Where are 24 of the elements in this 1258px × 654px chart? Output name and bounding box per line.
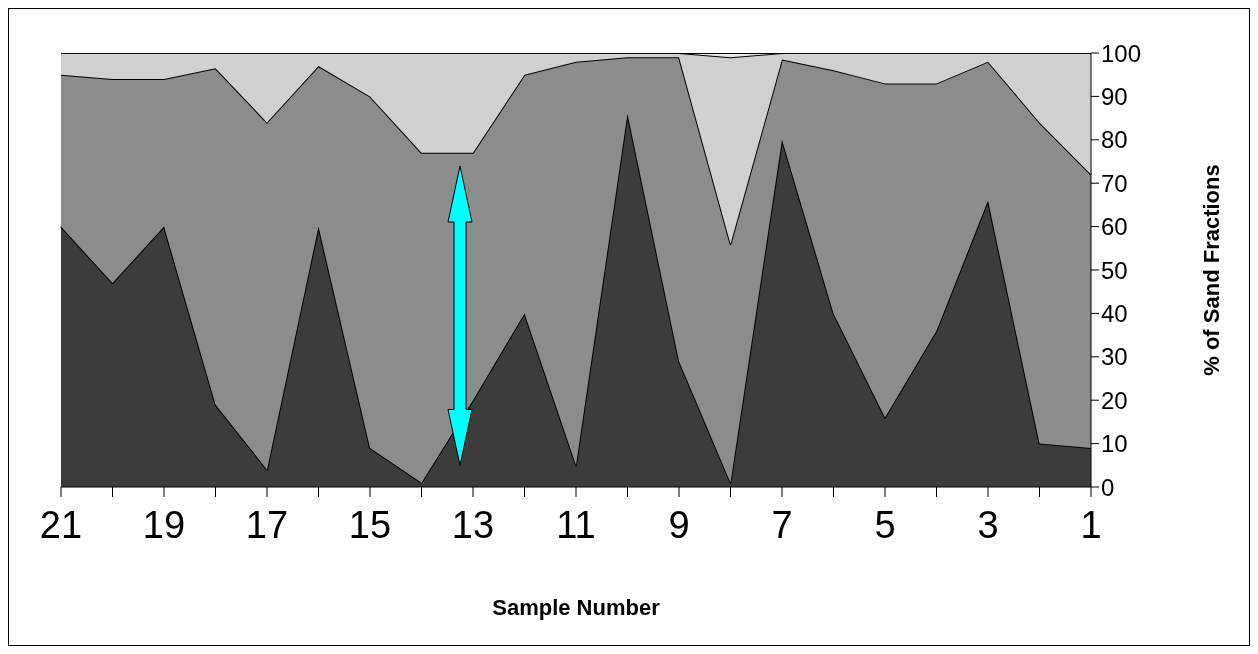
x-tick-label: 11: [556, 503, 596, 546]
x-axis-title: Sample Number: [492, 595, 661, 620]
y-tick-label: 10: [1101, 430, 1128, 458]
y-axis-title: % of Sand Fractions: [1198, 164, 1224, 376]
x-tick-label: 9: [668, 503, 690, 546]
x-tick-label: 7: [771, 503, 793, 546]
y-tick-label: 70: [1101, 169, 1128, 197]
y-tick-label: 50: [1101, 256, 1128, 284]
y-tick-label: 60: [1101, 213, 1128, 241]
x-tick-label: 19: [142, 503, 186, 546]
x-tick-label: 21: [39, 503, 83, 546]
y-tick-label: 20: [1101, 386, 1128, 414]
x-tick-label: 15: [348, 503, 392, 546]
y-tick-label: 100: [1101, 39, 1142, 67]
x-tick-label: 17: [245, 503, 289, 546]
x-tick-label: 5: [874, 503, 896, 546]
x-tick-label: 13: [451, 503, 495, 546]
x-tick-label: 1: [1080, 503, 1102, 546]
y-tick-label: 80: [1101, 126, 1128, 154]
y-tick-label: 40: [1101, 299, 1128, 327]
x-tick-label: 3: [977, 503, 999, 546]
y-tick-label: 90: [1101, 82, 1128, 110]
y-tick-label: 0: [1101, 473, 1115, 501]
y-tick-label: 30: [1101, 343, 1128, 371]
